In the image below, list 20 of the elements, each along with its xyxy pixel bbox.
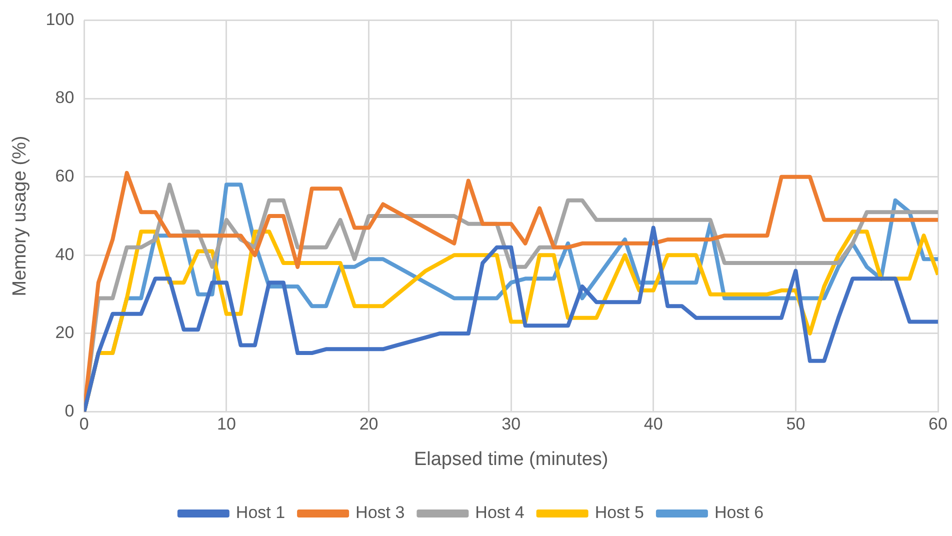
legend-label: Host 3 — [356, 503, 405, 522]
y-tick-label: 40 — [55, 244, 74, 264]
y-tick-label: 60 — [55, 166, 74, 186]
x-tick-label: 40 — [644, 414, 663, 434]
x-axis-title: Elapsed time (minutes) — [414, 448, 608, 470]
legend-label: Host 5 — [594, 503, 644, 522]
x-tick-label: 0 — [79, 414, 89, 434]
y-tick-label: 80 — [55, 88, 74, 108]
y-tick-label: 0 — [64, 401, 74, 420]
y-tick-label: 100 — [46, 10, 74, 29]
x-tick-label: 20 — [359, 414, 378, 434]
y-axis-title: Memory usage (%) — [10, 136, 31, 296]
legend-label: Host 1 — [236, 503, 286, 522]
x-tick-label: 50 — [786, 414, 806, 434]
x-tick-label: 30 — [502, 414, 521, 434]
legend-label: Host 4 — [475, 503, 524, 522]
legend-label: Host 6 — [714, 503, 764, 522]
x-tick-label: 10 — [217, 414, 236, 434]
y-tick-label: 20 — [55, 323, 74, 342]
x-tick-label: 60 — [928, 414, 948, 434]
